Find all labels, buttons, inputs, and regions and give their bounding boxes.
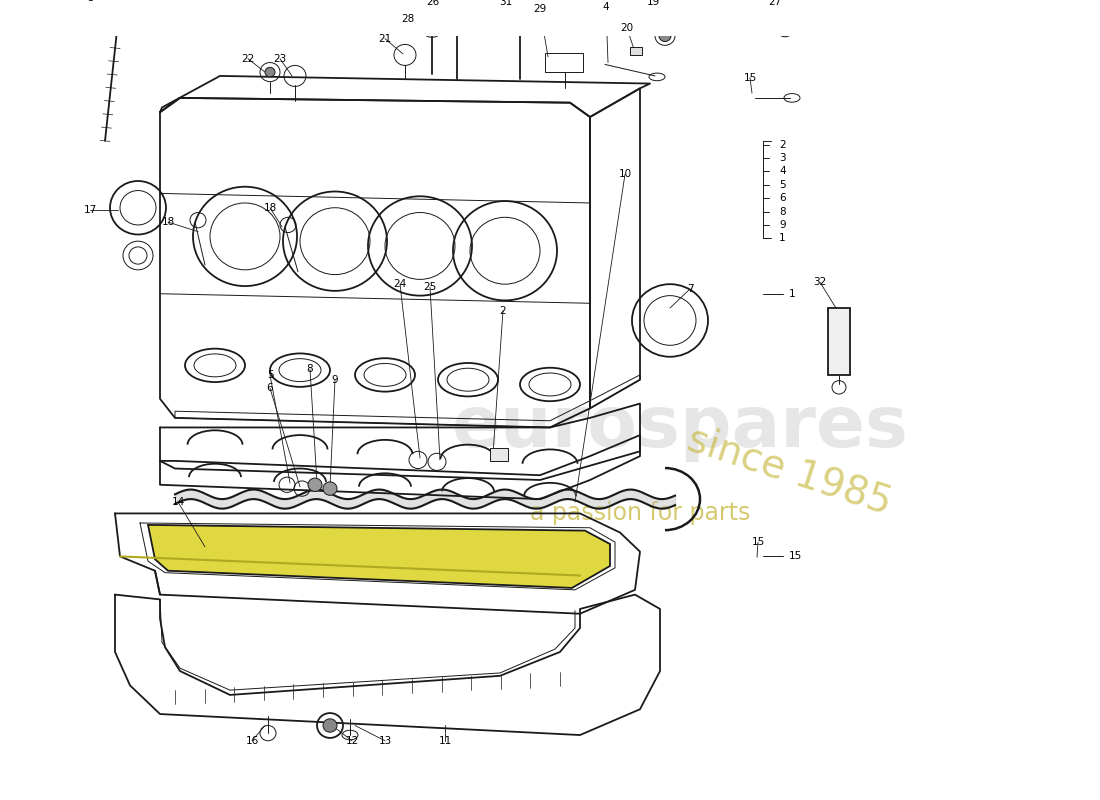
Circle shape (659, 30, 671, 42)
Text: 20: 20 (620, 23, 634, 33)
Text: 15: 15 (751, 537, 764, 547)
Text: 9: 9 (332, 374, 339, 385)
Text: 4: 4 (779, 166, 785, 177)
Text: 13: 13 (378, 736, 392, 746)
Text: 6: 6 (779, 193, 785, 203)
Text: 22: 22 (241, 54, 254, 64)
Text: 11: 11 (439, 736, 452, 746)
Text: 17: 17 (84, 205, 97, 214)
Circle shape (323, 719, 337, 732)
Circle shape (776, 19, 794, 37)
Polygon shape (148, 525, 610, 588)
Circle shape (308, 478, 322, 491)
Text: 15: 15 (789, 551, 802, 562)
Text: 32: 32 (813, 278, 826, 287)
Text: 3: 3 (87, 0, 94, 2)
Text: 15: 15 (744, 73, 757, 83)
Text: 8: 8 (779, 206, 785, 217)
Bar (630, 47, 642, 55)
Text: eurospares: eurospares (452, 393, 909, 462)
Text: 6: 6 (266, 383, 273, 394)
Text: 16: 16 (245, 736, 258, 746)
Text: 2: 2 (779, 140, 785, 150)
Text: 2: 2 (499, 306, 506, 316)
Text: 8: 8 (307, 364, 314, 374)
Text: 25: 25 (424, 282, 437, 292)
Text: 24: 24 (394, 279, 407, 289)
Text: 1: 1 (779, 234, 785, 243)
Text: 19: 19 (647, 0, 660, 7)
Text: 26: 26 (427, 0, 440, 7)
Text: 18: 18 (263, 202, 276, 213)
Bar (828, 308, 850, 375)
Circle shape (323, 482, 337, 495)
Text: 18: 18 (162, 217, 175, 227)
Text: 12: 12 (345, 736, 359, 746)
Text: 23: 23 (274, 54, 287, 64)
Text: 27: 27 (769, 0, 782, 7)
Text: 14: 14 (172, 497, 185, 507)
Text: 1: 1 (789, 289, 795, 298)
Text: 5: 5 (779, 180, 785, 190)
Text: 21: 21 (378, 34, 392, 44)
Text: 10: 10 (618, 170, 631, 179)
Text: a passion for parts: a passion for parts (530, 502, 750, 526)
Text: 3: 3 (779, 153, 785, 163)
Text: 5: 5 (266, 370, 273, 380)
Text: since 1985: since 1985 (683, 419, 896, 522)
Bar (544, 53, 583, 72)
Text: 7: 7 (686, 284, 693, 294)
Text: 28: 28 (402, 14, 415, 24)
Bar (490, 447, 508, 461)
Text: 31: 31 (499, 0, 513, 7)
Circle shape (265, 67, 275, 77)
Text: 4: 4 (603, 2, 609, 12)
Text: 9: 9 (779, 220, 785, 230)
Text: 29: 29 (534, 4, 547, 14)
